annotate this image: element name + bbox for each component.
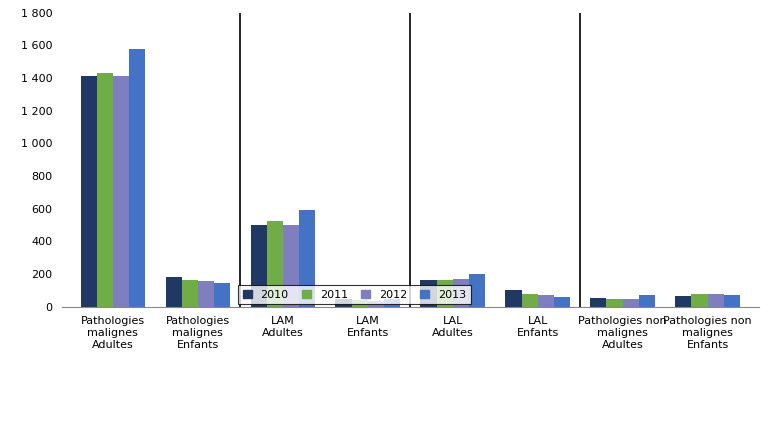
Bar — [591, 298, 607, 307]
Bar — [97, 73, 113, 307]
Bar — [368, 301, 384, 307]
Bar — [622, 299, 639, 307]
Bar — [639, 295, 655, 307]
Bar — [538, 295, 553, 307]
Bar — [182, 280, 198, 307]
Bar — [453, 279, 469, 307]
Bar — [113, 77, 129, 307]
Bar — [707, 294, 724, 307]
Bar — [267, 221, 283, 307]
Bar — [437, 280, 453, 307]
Bar — [351, 300, 368, 307]
Bar — [691, 294, 707, 307]
Bar — [198, 282, 214, 307]
Bar — [299, 210, 315, 307]
Bar — [335, 299, 351, 307]
Bar — [129, 49, 146, 307]
Bar — [724, 295, 740, 307]
Bar — [166, 276, 182, 307]
Bar — [214, 282, 230, 307]
Bar — [607, 299, 622, 307]
Bar — [384, 299, 400, 307]
Bar — [522, 294, 538, 307]
Bar — [469, 274, 485, 307]
Bar — [675, 296, 691, 307]
Bar — [251, 225, 267, 307]
Bar — [505, 291, 522, 307]
Bar — [80, 76, 97, 307]
Legend: 2010, 2011, 2012, 2013: 2010, 2011, 2012, 2013 — [238, 285, 471, 304]
Bar — [420, 280, 437, 307]
Bar — [553, 296, 570, 307]
Bar — [283, 225, 299, 307]
